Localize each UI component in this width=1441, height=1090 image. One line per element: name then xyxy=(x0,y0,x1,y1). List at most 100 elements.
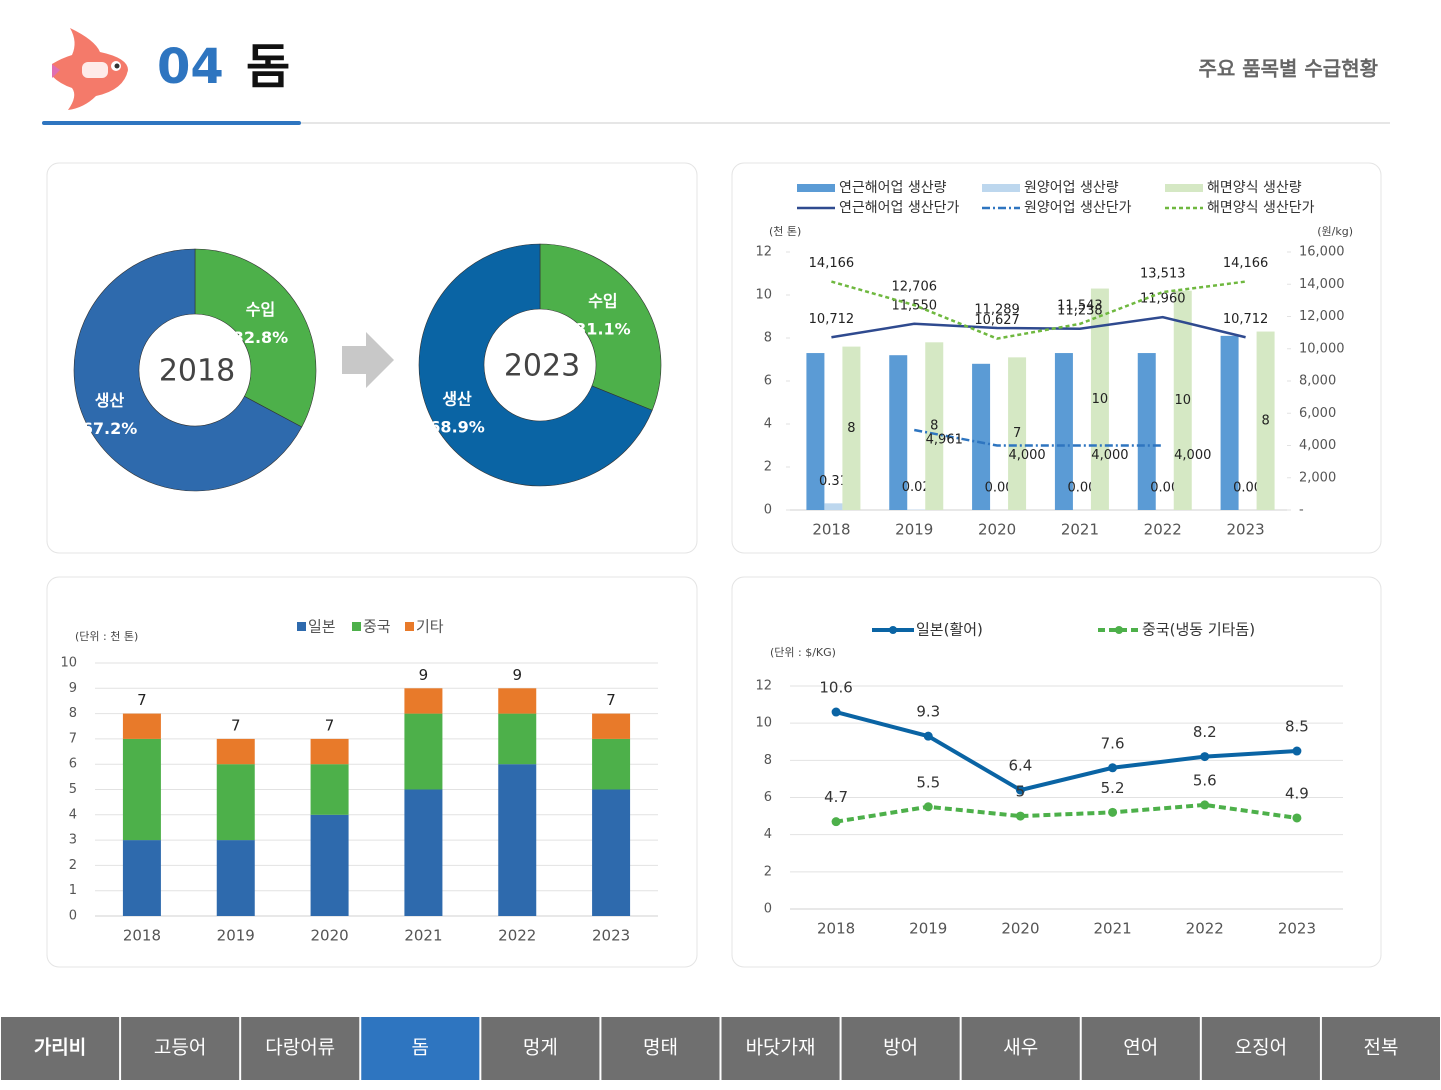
y-tick-label: 6 xyxy=(69,757,77,772)
x-tick-label: 2020 xyxy=(1001,920,1039,938)
data-label: 0.00 xyxy=(1067,481,1096,496)
nav-tab[interactable] xyxy=(1321,1017,1440,1080)
legend-label: 연근해어업 생산단가 xyxy=(839,200,959,216)
y-tick-label: 3 xyxy=(69,833,77,848)
bar xyxy=(1090,288,1109,510)
y-tick-label: 9 xyxy=(69,681,77,696)
bar-segment xyxy=(122,840,161,916)
slice-value: 32.8% xyxy=(233,328,289,347)
x-tick-label: 2018 xyxy=(123,927,161,945)
nav-tab[interactable] xyxy=(1201,1017,1320,1080)
x-tick-label: 2020 xyxy=(978,521,1016,539)
bar-segment xyxy=(122,713,161,739)
nav-tab[interactable] xyxy=(721,1017,840,1080)
total-label: 7 xyxy=(606,691,616,709)
legend-swatch xyxy=(405,622,414,631)
nav-label[interactable]: 새우 xyxy=(1003,1037,1038,1059)
nav-label[interactable]: 바닷가재 xyxy=(746,1037,816,1059)
y-tick-label: 10 xyxy=(755,288,772,303)
y-tick-label: 5 xyxy=(69,782,77,797)
bar xyxy=(972,363,991,510)
line-series xyxy=(914,428,1163,447)
data-label: 12,706 xyxy=(892,280,938,295)
legend-swatch xyxy=(1165,184,1203,192)
bar xyxy=(1137,353,1156,510)
data-label: 8 xyxy=(930,419,938,434)
point xyxy=(831,817,841,827)
data-label: 4,000 xyxy=(1008,448,1045,463)
total-label: 7 xyxy=(137,691,147,709)
point xyxy=(1200,752,1210,762)
x-tick-label: 2019 xyxy=(909,920,947,938)
bar-segment xyxy=(310,738,349,765)
data-label: 7 xyxy=(1013,426,1021,441)
bar-segment xyxy=(498,713,537,765)
y-tick-label: 8 xyxy=(764,753,772,768)
point xyxy=(923,802,933,812)
bar xyxy=(1054,353,1073,510)
slice-value: 68.9% xyxy=(429,418,485,437)
panel xyxy=(731,576,1382,968)
nav-label[interactable]: 가리비 xyxy=(34,1037,86,1059)
x-tick-label: 2023 xyxy=(1226,521,1264,539)
x-tick-label: 2022 xyxy=(498,927,536,945)
bar-segment xyxy=(216,738,255,765)
nav-tab[interactable] xyxy=(361,1017,480,1080)
nav-tab[interactable] xyxy=(241,1017,360,1080)
x-tick-label: 2018 xyxy=(812,521,850,539)
y-tick-label: 7 xyxy=(69,731,77,746)
y-tick-label: 10 xyxy=(60,656,77,671)
nav-label[interactable]: 명태 xyxy=(643,1037,678,1059)
nav-label[interactable]: 방어 xyxy=(883,1037,918,1059)
y-tick-label: 10 xyxy=(755,716,772,731)
data-label: 11,289 xyxy=(974,302,1020,317)
point xyxy=(1108,763,1118,773)
y-axis-label: (단위 : 천 톤) xyxy=(75,629,138,643)
nav-tab[interactable] xyxy=(841,1017,960,1080)
legend-label: 해면양식 생산단가 xyxy=(1207,200,1315,216)
bar-segment xyxy=(498,688,537,714)
arrow xyxy=(342,332,394,388)
y-tick-label: 12 xyxy=(755,245,772,260)
legend-swatch xyxy=(352,622,361,631)
y2-tick-label: 2,000 xyxy=(1299,470,1336,485)
slice-label: 수입 xyxy=(588,291,617,310)
nav-tab[interactable] xyxy=(601,1017,720,1080)
point xyxy=(1292,813,1302,823)
y-tick-label: 1 xyxy=(69,883,77,898)
nav-label[interactable]: 돔 xyxy=(412,1037,429,1059)
y-tick-label: 8 xyxy=(69,706,77,721)
nav-label[interactable]: 연어 xyxy=(1123,1037,1158,1059)
nav-tab[interactable] xyxy=(961,1017,1080,1080)
y2-tick-label: 6,000 xyxy=(1299,406,1336,421)
donut-center-label: 2023 xyxy=(504,349,580,384)
data-label: 4.7 xyxy=(824,788,848,806)
nav-tab[interactable] xyxy=(1081,1017,1200,1080)
y2-tick-label: - xyxy=(1299,503,1304,518)
data-label: 5.6 xyxy=(1193,771,1217,789)
nav-label[interactable]: 전복 xyxy=(1363,1037,1398,1059)
y2-tick-label: 10,000 xyxy=(1299,341,1345,356)
legend-label: 원양어업 생산단가 xyxy=(1024,200,1132,216)
bar-segment xyxy=(310,764,349,815)
nav-label[interactable]: 오징어 xyxy=(1235,1037,1287,1059)
donut-slice xyxy=(73,248,303,492)
nav-label[interactable]: 다랑어류 xyxy=(265,1037,335,1059)
nav-tab[interactable] xyxy=(121,1017,240,1080)
nav-label[interactable]: 고등어 xyxy=(154,1037,206,1059)
bar xyxy=(1008,357,1027,510)
y-tick-label: 4 xyxy=(764,827,772,842)
line-series xyxy=(831,280,1246,340)
nav-label[interactable]: 멍게 xyxy=(523,1037,558,1059)
data-label: 14,166 xyxy=(809,256,855,271)
data-label: 10,712 xyxy=(1223,312,1269,327)
line-series xyxy=(831,315,1246,339)
y-axis-label: (천 톤) xyxy=(769,224,801,238)
nav-tab[interactable] xyxy=(1,1017,120,1080)
donut-slice xyxy=(539,243,662,411)
legend-label: 원양어업 생산량 xyxy=(1024,180,1119,196)
nav-tab[interactable] xyxy=(481,1017,600,1080)
x-tick-label: 2023 xyxy=(592,927,630,945)
point xyxy=(1108,807,1118,817)
